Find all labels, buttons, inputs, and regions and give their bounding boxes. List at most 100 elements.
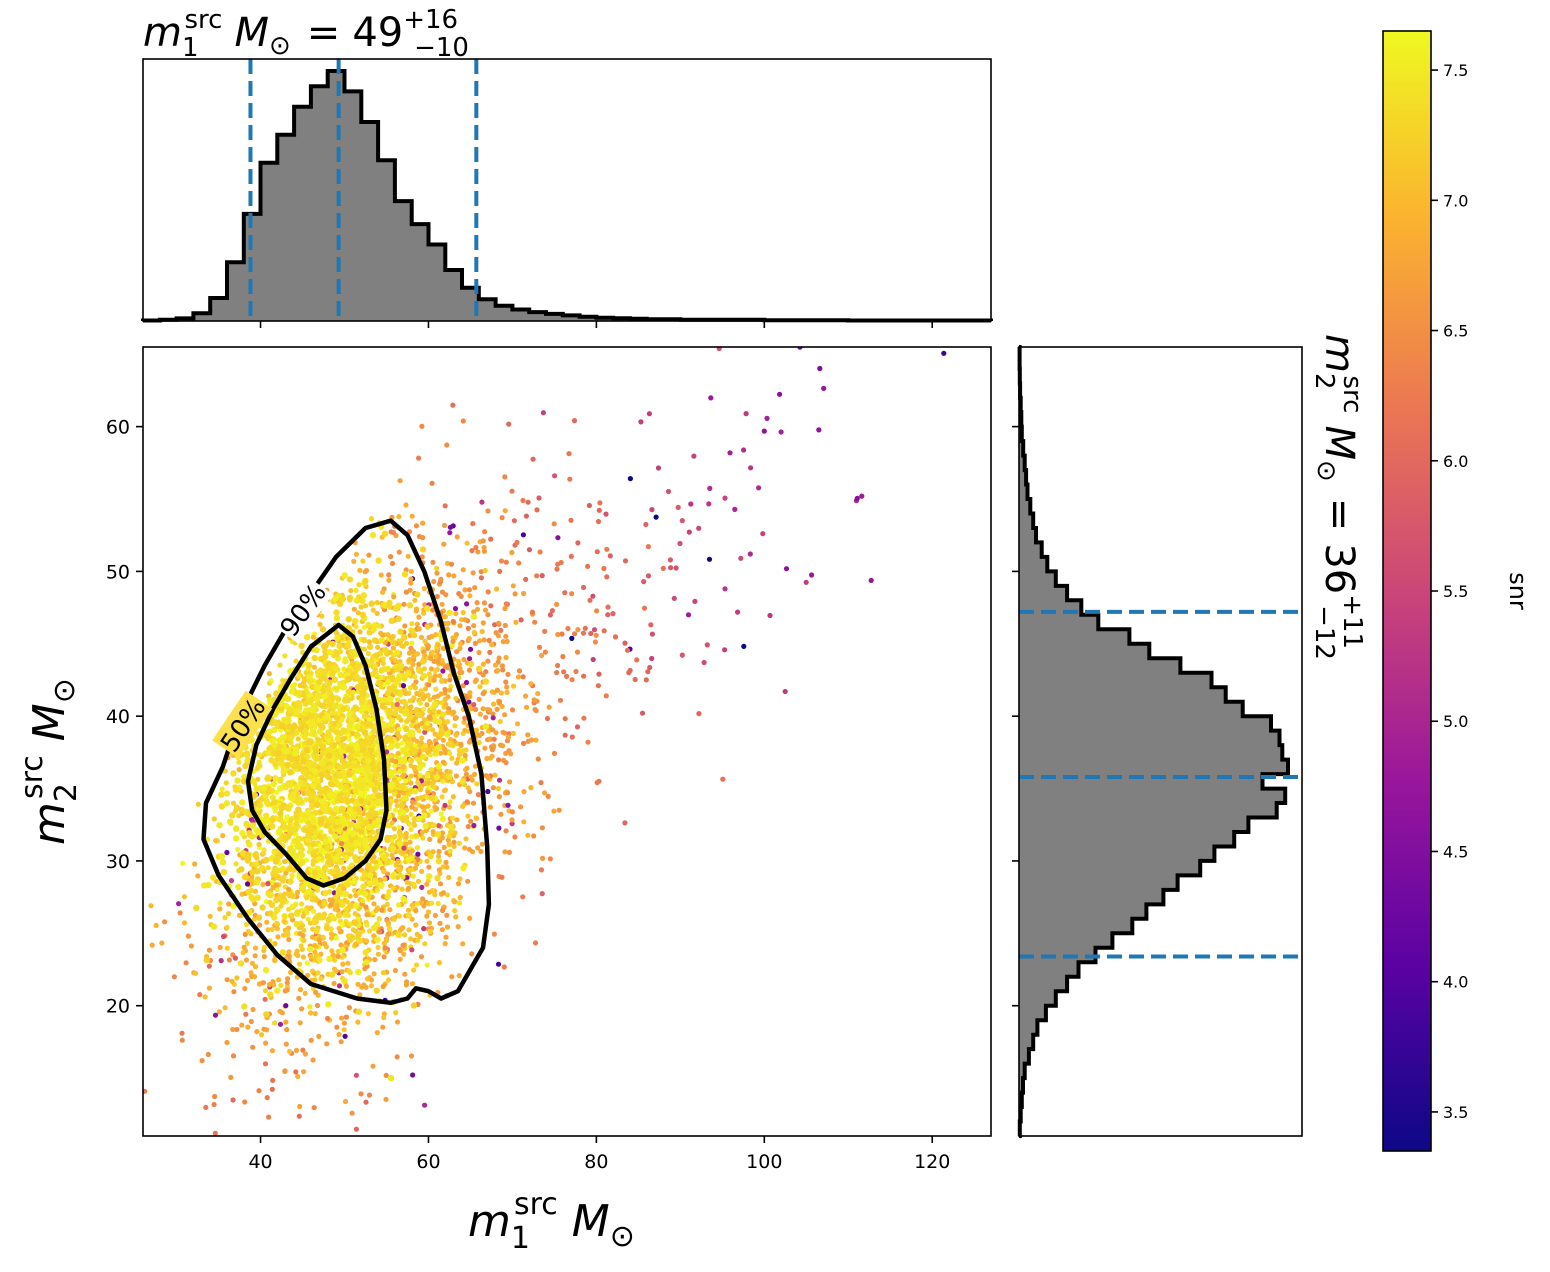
scatter-point: [371, 786, 378, 794]
scatter-point: [440, 645, 446, 652]
scatter-point: [379, 704, 385, 710]
scatter-point: [380, 660, 386, 667]
scatter-point: [374, 936, 381, 943]
scatter-point: [339, 816, 346, 823]
scatter-point: [244, 881, 251, 887]
scatter-point: [467, 593, 473, 599]
scatter-point: [495, 961, 502, 967]
scatter-point: [417, 786, 424, 793]
scatter-point: [272, 761, 279, 768]
scatter-point: [281, 716, 288, 723]
scatter-point: [284, 761, 291, 769]
scatter-point: [250, 1044, 256, 1050]
scatter-point: [462, 845, 468, 851]
scatter-point: [392, 967, 398, 974]
scatter-point: [601, 565, 607, 572]
scatter-point: [446, 572, 452, 578]
scatter-point: [280, 874, 287, 882]
right-histogram-bar: [1019, 991, 1056, 1007]
scatter-point: [248, 1018, 254, 1025]
scatter-point: [235, 846, 241, 853]
scatter-point: [366, 928, 373, 934]
scatter-point: [783, 566, 790, 572]
scatter-point: [463, 771, 469, 777]
scatter-point: [295, 1073, 301, 1080]
scatter-point: [595, 683, 602, 689]
scatter-point: [383, 1096, 389, 1102]
scatter-point: [471, 609, 477, 615]
scatter-point: [422, 729, 428, 735]
scatter-point: [421, 717, 427, 723]
scatter-point: [460, 864, 467, 872]
scatter-point: [366, 552, 372, 558]
scatter-point: [476, 732, 483, 739]
scatter-point: [192, 861, 198, 867]
scatter-point: [422, 823, 429, 830]
scatter-point: [454, 649, 460, 655]
scatter-point: [481, 548, 487, 554]
scatter-point: [456, 973, 462, 979]
scatter-point: [459, 669, 465, 676]
scatter-point: [282, 653, 288, 659]
scatter-point: [447, 677, 453, 683]
scatter-point: [397, 768, 403, 774]
scatter-point: [270, 871, 277, 878]
scatter-point: [366, 812, 373, 820]
scatter-point: [276, 837, 283, 844]
scatter-point: [408, 811, 414, 817]
scatter-point: [371, 763, 378, 771]
scatter-point: [349, 1110, 355, 1116]
scatter-point: [298, 851, 305, 859]
scatter-point: [332, 906, 338, 912]
scatter-point: [287, 845, 294, 852]
scatter-point: [331, 702, 338, 709]
scatter-point: [407, 839, 413, 845]
scatter-point: [405, 849, 411, 855]
scatter-point: [334, 868, 341, 875]
scatter-point: [386, 931, 392, 937]
scatter-point: [327, 681, 333, 687]
scatter-point: [596, 507, 602, 513]
scatter-point: [414, 845, 420, 851]
scatter-point: [388, 726, 395, 733]
scatter-point: [257, 752, 263, 758]
scatter-point: [259, 904, 266, 911]
scatter-point: [149, 942, 155, 948]
scatter-point: [420, 520, 426, 526]
scatter-point: [366, 639, 372, 645]
scatter-point: [329, 897, 336, 904]
scatter-point: [455, 924, 461, 930]
scatter-point: [505, 790, 511, 796]
main-panel-frame: [142, 346, 992, 1137]
scatter-point: [371, 821, 379, 829]
scatter-point: [336, 772, 343, 779]
top-histogram-bar: [562, 315, 581, 321]
scatter-point: [475, 606, 481, 612]
scatter-point: [315, 970, 321, 976]
scatter-point: [442, 941, 448, 947]
scatter-point: [409, 513, 415, 519]
scatter-point: [449, 779, 455, 785]
scatter-point: [604, 546, 610, 552]
scatter-point: [260, 850, 266, 856]
scatter-point: [232, 786, 240, 793]
scatter-point: [358, 790, 364, 796]
scatter-point: [503, 750, 509, 756]
scatter-point: [439, 815, 447, 823]
scatter-point: [675, 504, 681, 510]
scatter-point: [429, 480, 435, 486]
scatter-point: [336, 983, 343, 989]
scatter-point: [321, 693, 328, 700]
scatter-point: [311, 753, 319, 761]
scatter-point: [528, 785, 534, 791]
scatter-point: [485, 728, 492, 734]
scatter-point: [398, 802, 405, 809]
scatter-point: [367, 773, 374, 780]
scatter-point: [442, 802, 448, 809]
scatter-point: [321, 900, 328, 907]
scatter-point: [433, 653, 439, 660]
scatter-point: [284, 980, 290, 986]
scatter-point: [487, 804, 493, 810]
scatter-point: [437, 731, 444, 738]
scatter-point: [360, 592, 367, 599]
